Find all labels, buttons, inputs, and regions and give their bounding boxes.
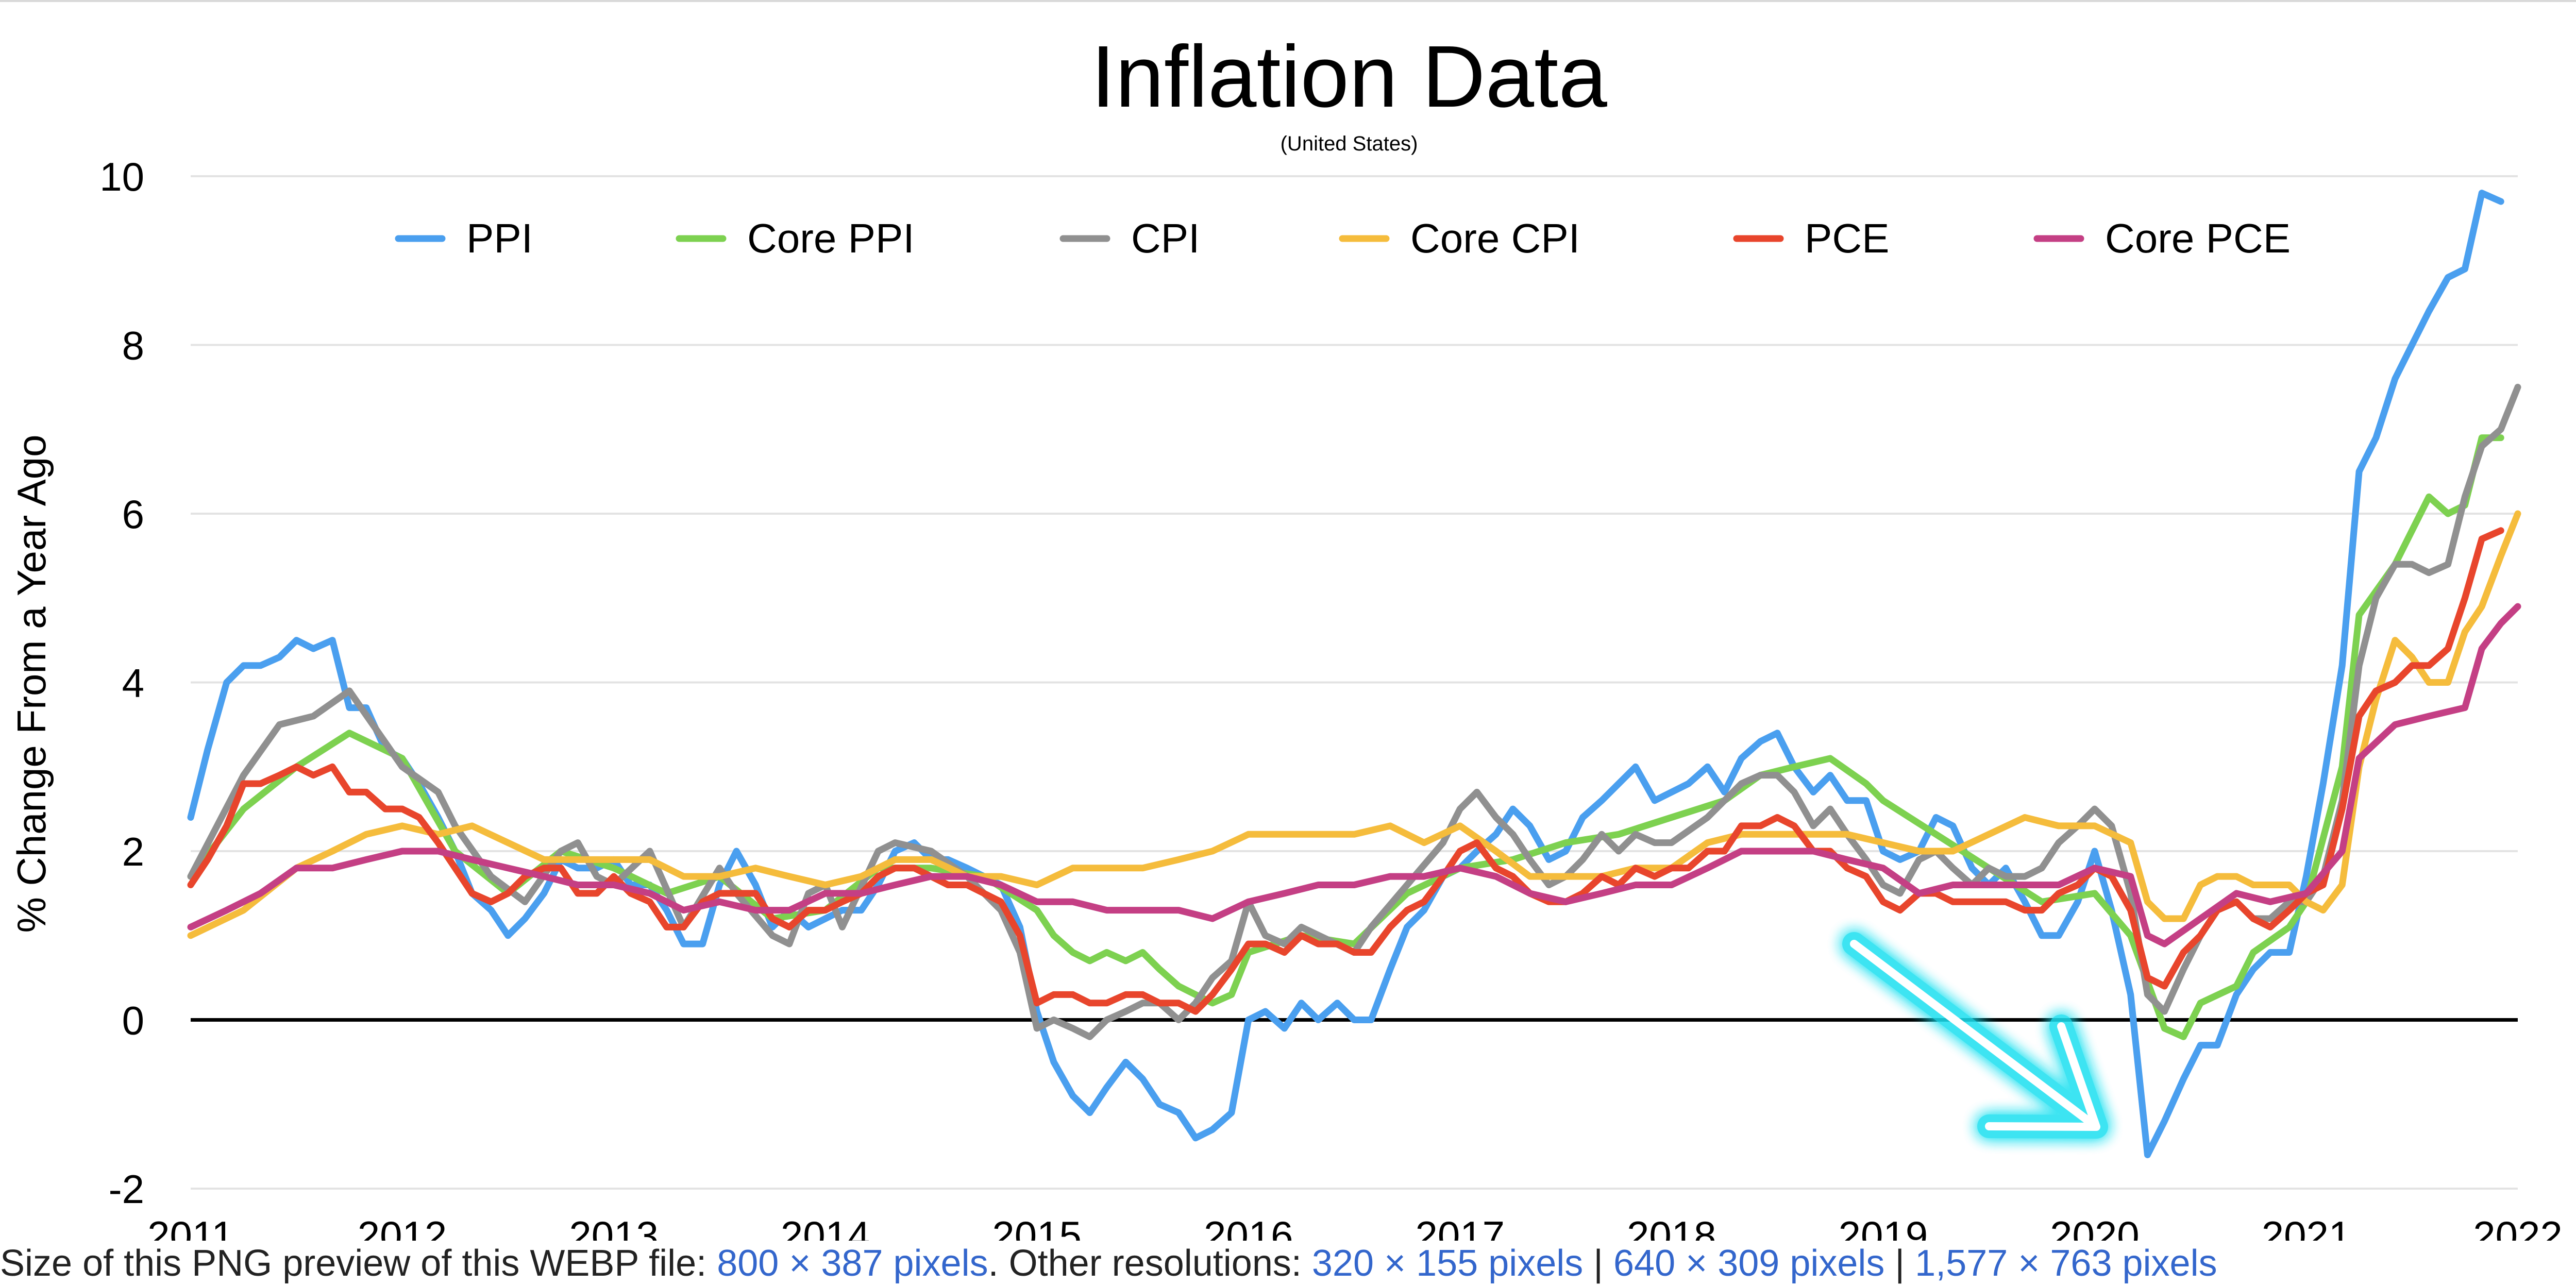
x-tick-labels: 2011 2012 2013 2014 2015 2016 2017 2018 2019 2020…: [147, 1213, 2563, 1241]
x-tick-label: 2020: [2050, 1213, 2140, 1241]
y-tick-label: 4: [122, 661, 144, 706]
legend-label: Core PPI: [747, 215, 915, 261]
resolution-link-1577[interactable]: 1,577 × 763 pixels: [1915, 1243, 2217, 1284]
legend-label: CPI: [1131, 215, 1200, 261]
preview-size-link[interactable]: 800 × 387 pixels: [717, 1243, 988, 1284]
x-tick-label: 2019: [1839, 1213, 1928, 1241]
x-tick-label: 2021: [2262, 1213, 2351, 1241]
x-tick-label: 2018: [1627, 1213, 1716, 1241]
x-tick-label: 2015: [992, 1213, 1082, 1241]
legend-label: Core CPI: [1410, 215, 1580, 261]
x-tick-label: 2014: [781, 1213, 870, 1241]
inflation-line-chart: Inflation Data (United States) % Change …: [9, 28, 2563, 1241]
caption-other-label: . Other resolutions:: [988, 1243, 1302, 1284]
legend-label: PCE: [1805, 215, 1890, 261]
resolution-link-640[interactable]: 640 × 309 pixels: [1613, 1243, 1885, 1284]
chart-subtitle: (United States): [1281, 132, 1418, 155]
highlight-arrow-icon: [1842, 932, 2108, 1139]
y-tick-label: 10: [99, 154, 144, 199]
y-tick-label: -2: [109, 1166, 144, 1212]
series-line-4: [187, 527, 2504, 1015]
y-tick-label: 2: [122, 829, 144, 874]
resolution-link-320[interactable]: 320 × 155 pixels: [1311, 1243, 1584, 1284]
series-line-3: [187, 510, 2521, 939]
series-line-0: [187, 190, 2504, 1158]
caption-prefix: Size of this PNG preview of this WEBP fi…: [0, 1243, 707, 1284]
chart-title: Inflation Data: [1091, 28, 1607, 126]
x-tick-label: 2022: [2473, 1213, 2563, 1241]
x-tick-label: 2011: [147, 1213, 234, 1241]
gridlines: [191, 175, 2518, 1190]
series-line-5: [187, 603, 2521, 947]
y-tick-label: 0: [122, 998, 144, 1043]
y-tick-label: 6: [122, 492, 144, 537]
y-tick-label: 8: [122, 323, 144, 368]
y-tick-labels: -2 0 2 4 6 8 10: [99, 154, 144, 1212]
x-tick-label: 2012: [358, 1213, 447, 1241]
arrow-core: [1850, 940, 2100, 1131]
series-lines: [187, 190, 2521, 1158]
legend: PPI Core PPI CPI Core CPI PCE Core PCE: [395, 215, 2291, 261]
legend-label: PPI: [466, 215, 533, 261]
x-tick-label: 2017: [1416, 1213, 1505, 1241]
image-caption: Size of this PNG preview of this WEBP fi…: [0, 1243, 2217, 1284]
y-axis-label: % Change From a Year Ago: [9, 435, 54, 933]
x-tick-label: 2016: [1204, 1213, 1293, 1241]
legend-label: Core PCE: [2105, 215, 2291, 261]
x-tick-label: 2013: [569, 1213, 659, 1241]
top-border: [0, 0, 2576, 2]
